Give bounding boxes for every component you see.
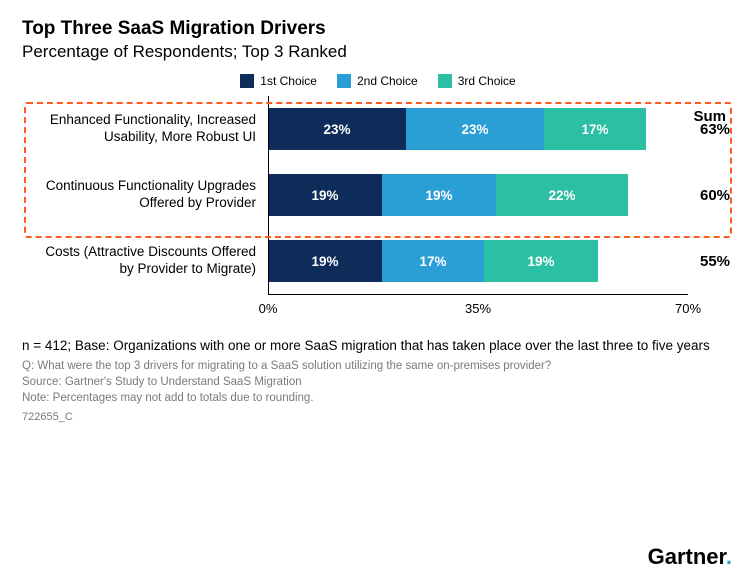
bar-segment: 19%: [382, 174, 496, 216]
legend-swatch: [438, 74, 452, 88]
x-tick: 70%: [675, 301, 701, 316]
source-note: Source: Gartner's Study to Understand Sa…: [22, 374, 734, 390]
y-axis-segment: [268, 162, 269, 228]
legend-item: 1st Choice: [240, 74, 317, 88]
bar-segment: 17%: [382, 240, 484, 282]
legend-swatch: [240, 74, 254, 88]
bar-segment: 22%: [496, 174, 628, 216]
bar-segment: 19%: [484, 240, 598, 282]
bar-segment: 19%: [268, 240, 382, 282]
chart-subtitle: Percentage of Respondents; Top 3 Ranked: [22, 42, 734, 62]
x-axis-line: [268, 294, 688, 295]
x-axis-ticks: 0%35%70%: [268, 301, 688, 319]
legend-item: 2nd Choice: [337, 74, 418, 88]
x-tick: 35%: [465, 301, 491, 316]
reference-id: 722655_C: [22, 410, 734, 425]
legend-label: 3rd Choice: [458, 74, 516, 88]
row-plot: 19%19%22%: [268, 162, 688, 228]
row-plot: 23%23%17%: [268, 96, 688, 162]
legend-swatch: [337, 74, 351, 88]
row-sum: 60%: [700, 187, 730, 204]
row-plot: 19%17%19%: [268, 228, 688, 294]
y-axis-segment: [268, 228, 269, 294]
legend-item: 3rd Choice: [438, 74, 516, 88]
chart-plot-area: Enhanced Functionality, Increased Usabil…: [22, 96, 734, 319]
chart-title: Top Three SaaS Migration Drivers: [22, 18, 734, 40]
x-tick: 0%: [259, 301, 278, 316]
footnotes: n = 412; Base: Organizations with one or…: [22, 337, 734, 426]
chart-row: Continuous Functionality Upgrades Offere…: [38, 162, 734, 228]
rounding-note: Note: Percentages may not add to totals …: [22, 390, 734, 406]
legend-label: 2nd Choice: [357, 74, 418, 88]
y-axis-segment: [268, 96, 269, 162]
legend-label: 1st Choice: [260, 74, 317, 88]
bar-segment: 23%: [268, 108, 406, 150]
chart-legend: 1st Choice 2nd Choice 3rd Choice: [22, 74, 734, 88]
sample-size-note: n = 412; Base: Organizations with one or…: [22, 337, 734, 356]
bar-segment: 17%: [544, 108, 646, 150]
bar-segment: 23%: [406, 108, 544, 150]
question-note: Q: What were the top 3 drivers for migra…: [22, 358, 734, 374]
row-label: Costs (Attractive Discounts Offered by P…: [38, 244, 268, 278]
row-label: Continuous Functionality Upgrades Offere…: [38, 178, 268, 212]
chart-row: Enhanced Functionality, Increased Usabil…: [38, 96, 734, 162]
bar-segment: 19%: [268, 174, 382, 216]
gartner-logo: Gartner.: [648, 544, 732, 570]
row-label: Enhanced Functionality, Increased Usabil…: [38, 112, 268, 146]
row-sum: 63%: [700, 121, 730, 138]
chart-row: Costs (Attractive Discounts Offered by P…: [38, 228, 734, 294]
row-sum: 55%: [700, 253, 730, 270]
